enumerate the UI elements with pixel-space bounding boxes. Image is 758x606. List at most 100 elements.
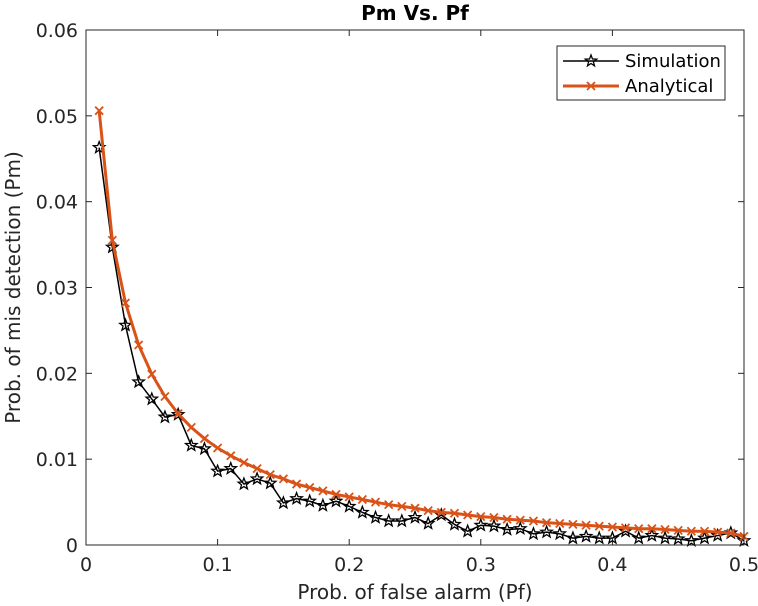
data-point-simulation <box>157 409 173 424</box>
data-point-simulation <box>118 317 133 332</box>
data-point-analytical <box>186 422 196 433</box>
data-point-simulation <box>683 532 699 548</box>
data-point-analytical <box>423 506 433 516</box>
legend-x-icon <box>586 81 596 91</box>
data-point-analytical <box>120 298 131 308</box>
data-point-analytical <box>436 507 446 518</box>
y-axis-label: Prob. of mis detection (Pm) <box>1 151 25 424</box>
data-point-simulation <box>407 509 423 524</box>
y-tick-label: 0.03 <box>36 278 78 300</box>
data-point-simulation <box>236 476 252 491</box>
data-point-analytical <box>726 528 736 538</box>
data-point-analytical <box>634 524 644 534</box>
legend-marker-simulation <box>583 53 599 68</box>
data-point-simulation <box>657 530 673 545</box>
data-point-analytical <box>660 524 670 535</box>
data-point-simulation <box>170 406 186 421</box>
data-point-analytical <box>528 516 539 526</box>
data-point-analytical <box>94 106 104 116</box>
data-point-analytical <box>357 494 367 505</box>
legend-label-analytical: Analytical <box>625 76 713 97</box>
data-point-analytical <box>607 522 618 532</box>
data-point-simulation <box>591 530 607 545</box>
y-tick-label: 0 <box>66 535 78 557</box>
data-point-simulation <box>460 523 476 538</box>
data-point-analytical <box>581 520 591 530</box>
data-point-simulation <box>565 530 581 545</box>
data-point-simulation <box>447 516 462 531</box>
data-point-simulation <box>473 517 489 532</box>
legend-box <box>556 45 726 101</box>
data-point-analytical <box>397 501 407 512</box>
y-tick-label: 0.04 <box>36 192 78 214</box>
y-tick-label: 0.02 <box>36 363 78 385</box>
data-point-analytical <box>673 525 683 536</box>
data-point-analytical <box>239 457 249 468</box>
data-point-simulation <box>262 475 278 490</box>
data-point-simulation <box>368 509 383 524</box>
series-simulation <box>91 139 752 548</box>
data-point-simulation <box>604 530 620 545</box>
data-point-simulation <box>631 530 647 545</box>
y-tick-label: 0.05 <box>36 106 78 128</box>
x-tick-label: 0.5 <box>729 554 758 576</box>
data-point-simulation <box>104 239 120 254</box>
data-point-analytical <box>620 523 631 533</box>
data-point-simulation <box>723 525 739 540</box>
data-point-simulation <box>302 493 318 508</box>
data-point-analytical <box>515 515 525 525</box>
data-point-analytical <box>568 519 578 530</box>
data-point-simulation <box>210 463 226 478</box>
data-point-analytical <box>686 526 696 536</box>
data-point-analytical <box>541 518 552 528</box>
data-point-simulation <box>539 524 555 539</box>
data-point-simulation <box>144 391 160 406</box>
series-analytical <box>94 106 749 542</box>
data-point-analytical <box>594 521 604 531</box>
data-point-analytical <box>384 500 394 510</box>
legend: Simulation Analytical <box>556 45 726 101</box>
data-point-analytical <box>291 479 302 489</box>
data-point-simulation <box>249 471 265 486</box>
data-point-simulation <box>697 530 712 545</box>
data-point-analytical <box>226 451 236 461</box>
data-point-analytical <box>713 527 723 537</box>
data-point-analytical <box>476 512 486 522</box>
data-point-analytical <box>278 474 289 484</box>
data-point-simulation <box>644 527 660 542</box>
data-point-simulation <box>525 525 541 541</box>
data-point-analytical <box>173 409 183 419</box>
data-point-simulation <box>354 504 370 519</box>
data-point-simulation <box>289 490 305 505</box>
plot-frame <box>85 29 745 546</box>
data-point-simulation <box>552 525 568 541</box>
data-point-analytical <box>252 463 262 474</box>
data-point-analytical <box>410 503 420 513</box>
data-point-analytical <box>699 526 710 536</box>
data-point-simulation <box>328 493 344 508</box>
data-point-simulation <box>223 460 239 475</box>
x-tick-label: 0.4 <box>597 554 627 576</box>
x-tick-label: 0.2 <box>334 554 364 576</box>
data-point-analytical <box>147 369 157 379</box>
series-layer <box>91 106 752 548</box>
data-point-simulation <box>394 513 410 528</box>
data-point-simulation <box>196 441 212 456</box>
data-point-simulation <box>315 497 331 512</box>
data-point-simulation <box>341 498 357 513</box>
data-point-simulation <box>275 495 291 510</box>
data-point-analytical <box>160 391 170 402</box>
data-point-analytical <box>647 524 657 534</box>
data-point-simulation <box>512 520 528 536</box>
data-point-analytical <box>212 443 223 453</box>
x-tick-label: 0 <box>80 554 92 576</box>
data-point-analytical <box>199 433 210 444</box>
legend-marker-analytical <box>586 81 596 91</box>
data-point-analytical <box>449 508 460 518</box>
data-point-analytical <box>265 469 275 480</box>
y-tick-label: 0.01 <box>36 449 78 471</box>
data-point-analytical <box>502 514 512 524</box>
chart-title: Pm Vs. Pf <box>361 1 469 25</box>
data-point-simulation <box>420 515 436 530</box>
